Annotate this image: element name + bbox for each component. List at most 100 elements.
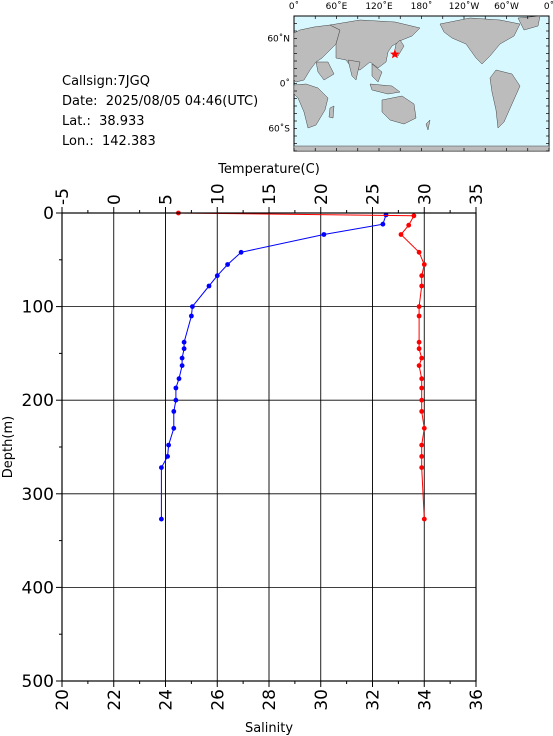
temperature-point xyxy=(159,465,164,470)
temperature-point xyxy=(189,313,194,319)
land-mass xyxy=(369,83,401,95)
land-mass xyxy=(371,63,383,83)
salinity-point xyxy=(406,222,412,228)
salinity-tick-label: 22 xyxy=(105,689,125,711)
salinity-axis-title: Salinity xyxy=(245,721,293,736)
salinity-tick-label: 30 xyxy=(312,689,332,711)
map-lon-label: 60˚W xyxy=(494,1,519,12)
map-lon-label: 120˚W xyxy=(449,1,480,12)
salinity-point xyxy=(419,273,425,279)
land-mass xyxy=(293,24,341,83)
date-label: Date: xyxy=(62,94,98,109)
land-mass xyxy=(347,59,361,81)
temperature-point xyxy=(179,363,185,368)
salinity-point xyxy=(419,409,425,414)
temperature-point xyxy=(171,409,177,414)
map-lat-label: 60˚N xyxy=(267,34,290,45)
temperature-point xyxy=(225,262,231,267)
temperature-tick-label: 0 xyxy=(105,194,125,205)
map-lat-label: 60˚S xyxy=(268,124,290,135)
salinity-point xyxy=(421,516,427,522)
salinity-point xyxy=(416,304,422,309)
location-map: 0˚ 60˚E 120˚E 180˚ 120˚W 60˚W 0˚ 60˚N 0˚ 60˚S xyxy=(267,1,553,152)
land-mass xyxy=(329,19,421,71)
temperature-point xyxy=(165,454,171,459)
depth-tick-label: 100 xyxy=(22,298,54,318)
station-star-icon xyxy=(390,49,400,59)
land-mass xyxy=(328,105,335,119)
salinity-point xyxy=(416,363,422,368)
temperature-tick-label: 20 xyxy=(312,183,332,205)
temperature-point xyxy=(206,283,212,289)
land-mass xyxy=(315,61,335,81)
salinity-point xyxy=(419,465,425,470)
salinity-point xyxy=(416,339,422,345)
lon-label: Lon.: xyxy=(62,134,94,149)
salinity-series xyxy=(176,210,427,522)
salinity-point xyxy=(419,355,425,361)
depth-tick-label: 300 xyxy=(22,485,54,505)
map-land xyxy=(293,15,550,152)
map-lon-label: 0˚ xyxy=(289,1,299,12)
salinity-point xyxy=(411,213,417,219)
temperature-series xyxy=(159,212,389,522)
map-lon-label: 180˚ xyxy=(411,1,433,12)
land-mass xyxy=(489,69,521,129)
temperature-tick-label: -5 xyxy=(53,188,73,205)
temperature-axis-title: Temperature(C) xyxy=(217,162,320,177)
map-lat-label: 0˚ xyxy=(280,79,290,90)
date-row: Date: 2025/08/05 04:46(UTC) xyxy=(62,92,258,112)
land-mass xyxy=(381,95,417,125)
lat-label: Lat.: xyxy=(62,114,91,129)
salinity-point xyxy=(416,249,422,255)
station-marker xyxy=(390,49,400,59)
salinity-point xyxy=(419,376,425,382)
salinity-tick-label: 20 xyxy=(53,689,73,711)
map-lon-label: 120˚E xyxy=(365,1,393,12)
salinity-tick-label: 24 xyxy=(157,689,177,711)
temperature-tick-label: 35 xyxy=(467,183,487,205)
temperature-tick-label: 10 xyxy=(208,183,228,205)
salinity-point xyxy=(398,232,404,237)
salinity-point xyxy=(419,397,425,403)
date-value: 2025/08/05 04:46(UTC) xyxy=(105,94,259,109)
salinity-point xyxy=(419,283,425,289)
depth-tick-label: 0 xyxy=(43,204,54,224)
temperature-point xyxy=(190,304,195,309)
depth-tick-label: 200 xyxy=(22,391,54,411)
salinity-tick-label: 26 xyxy=(208,689,228,711)
depth-tick-label: 500 xyxy=(22,672,54,692)
salinity-point xyxy=(416,313,422,319)
temperature-point xyxy=(159,516,164,522)
lat-value: 38.933 xyxy=(99,114,145,129)
temperature-point xyxy=(176,376,182,382)
salinity-point xyxy=(419,385,425,391)
salinity-tick-label: 34 xyxy=(415,689,435,711)
depth-tick-label: 400 xyxy=(22,578,54,598)
depth-axis-title: Depth(m) xyxy=(1,416,16,478)
temperature-tick-label: 5 xyxy=(157,194,177,205)
temperature-point xyxy=(238,249,244,255)
salinity-point xyxy=(416,346,422,352)
chart-grid xyxy=(61,212,477,682)
temperature-point xyxy=(179,355,185,361)
chart-series xyxy=(159,210,427,522)
temperature-point xyxy=(383,212,389,218)
map-tick-labels: 0˚ 60˚E 120˚E 180˚ 120˚W 60˚W 0˚ 60˚N 0˚ 60˚S xyxy=(267,1,553,135)
salinity-point xyxy=(421,425,427,431)
salinity-point xyxy=(419,454,425,459)
temperature-point xyxy=(214,273,220,279)
salinity-line xyxy=(178,212,425,520)
temperature-tick-label: 30 xyxy=(415,183,435,205)
temperature-point xyxy=(181,339,187,345)
callsign-text: Callsign:7JGQ xyxy=(62,74,150,89)
land-mass xyxy=(425,119,431,131)
temperature-point xyxy=(171,425,177,431)
salinity-tick-label: 32 xyxy=(364,689,384,711)
temperature-point xyxy=(166,442,172,448)
salinity-point xyxy=(419,442,425,448)
temperature-point xyxy=(173,385,179,391)
temperature-tick-label: 15 xyxy=(260,183,280,205)
